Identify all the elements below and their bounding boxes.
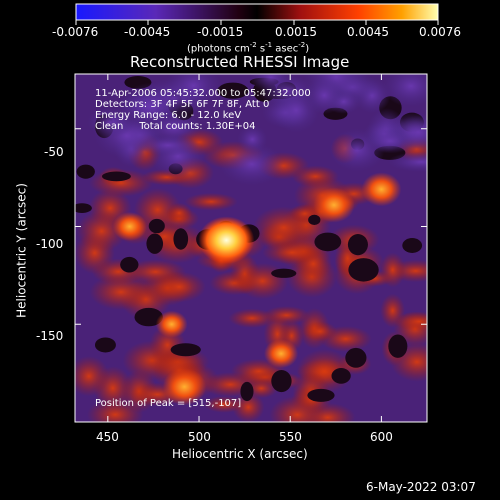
units-text: asec [272,43,299,55]
detectors-annotation: Detectors: 3F 4F 5F 6F 7F 8F, Att 0 [95,99,270,110]
purple-patch [394,115,427,150]
void-patch [271,268,297,278]
units-sup: -2 [298,41,306,49]
peak-position-annotation: Position of Peak = [515,-107] [95,398,242,409]
void-patch [345,347,367,368]
timestamp-footer: 6-May-2022 03:07 [366,480,476,494]
y-axis-label: Heliocentric Y (arcsec) [14,183,29,318]
hot-spot [263,339,299,369]
emission-patch [87,398,144,422]
emission-patch [89,274,153,310]
void-patch [348,258,379,282]
void-patch [307,388,335,402]
purple-patch [272,87,320,133]
emission-patch [166,202,193,224]
void-patch [134,307,163,327]
emission-patch [393,311,427,332]
time-range-annotation: 11-Apr-2006 05:45:32.000 to 05:47:32.000 [95,88,311,99]
emission-patch [302,321,338,342]
y-tick-label: -150 [36,329,64,343]
heatmap-image [75,74,427,422]
colorbar-tick-label: 0.0045 [347,25,389,39]
hot-spot [313,187,355,223]
y-axis-ticks [75,128,427,325]
void-patch [173,228,189,250]
energy-range-annotation: Energy Range: 6.0 - 12.0 keV [95,110,242,121]
plot-title: Reconstructed RHESSI Image [130,53,350,71]
void-patch [402,238,423,253]
colorbar-tick-label: -0.0045 [124,25,171,39]
purple-patch [218,142,285,186]
void-patch [148,218,165,234]
units-text: (photons cm [187,43,250,55]
purple-patch [86,107,135,138]
emission-patch [77,210,127,252]
emission-patch [269,395,326,422]
emission-patch [262,240,322,265]
void-patch [101,171,131,182]
y-tick-label: -50 [44,145,64,159]
hot-spot [112,211,147,242]
void-patch [146,233,164,254]
x-tick-label: 500 [188,430,211,444]
hot-spot [361,172,402,207]
hot-spot [155,310,188,338]
void-patch [308,214,321,225]
purple-patch [249,74,293,92]
void-patch [314,232,342,252]
plot-frame [74,73,428,423]
x-axis-ticks [107,74,382,422]
void-patch [331,368,351,384]
emission-patch [236,263,289,300]
y-tick-label: -100 [36,237,64,251]
hot-spot [162,368,207,406]
colorbar-tick-label: 0.0015 [275,25,317,39]
emission-patch [75,356,110,397]
void-patch [170,343,201,357]
void-patch [271,370,292,393]
purple-patch [387,151,427,173]
units-sup: -1 [265,41,273,49]
x-tick-label: 600 [370,430,393,444]
emission-patch [232,391,265,422]
void-patch [94,337,116,353]
units-sup: -2 [249,41,257,49]
purple-patch [146,111,202,144]
void-patch [347,234,368,256]
emission-patch [228,308,276,328]
colorbar-tick-label: -0.0015 [197,25,244,39]
colorbar-tick-label: -0.0076 [52,25,99,39]
x-tick-label: 450 [96,430,119,444]
void-patch [120,256,139,273]
emission-patch [134,188,182,232]
purple-patch [164,74,223,108]
units-text: s [256,43,266,55]
void-patch [388,334,408,358]
x-tick-label: 550 [279,430,302,444]
emission-patch [380,252,406,288]
clean-counts-annotation: Clean Total counts: 1.30E+04 [95,121,256,132]
units-text: ) [305,43,310,55]
void-patch [217,82,249,99]
purple-patch [382,74,427,108]
emission-patch [152,271,206,303]
void-patch [76,164,95,179]
colorbar [75,3,439,21]
void-patch [75,203,92,213]
colorbar-units: (photons cm-2 s-1 asec-2) [187,40,309,54]
x-axis-label: Heliocentric X (arcsec) [172,447,308,461]
void-patch [240,381,254,402]
peak-source [198,216,255,264]
emission-patch [184,192,238,211]
colorbar-tick-label: 0.0076 [419,25,461,39]
colorbar-ticks [75,20,439,25]
